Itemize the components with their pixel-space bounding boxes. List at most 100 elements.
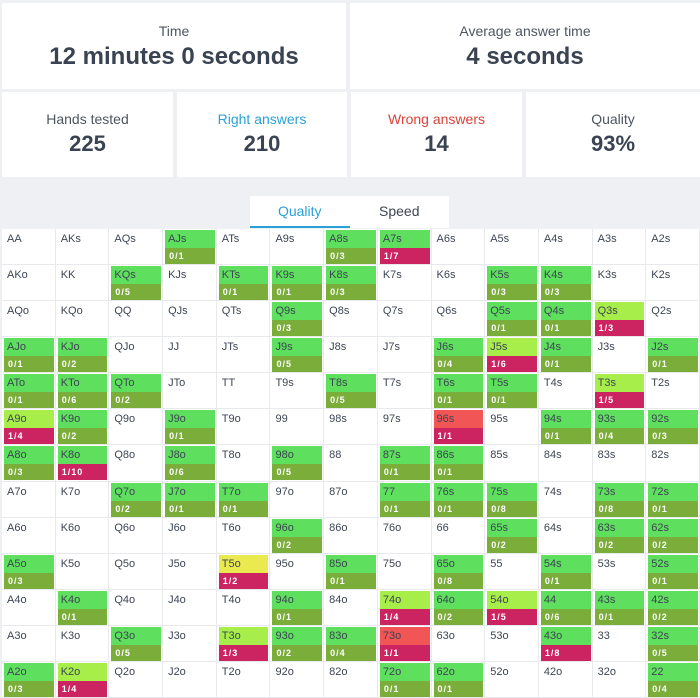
hand-cell[interactable]: K9s 0/1 <box>270 265 325 302</box>
hand-cell[interactable]: J9o 0/1 <box>163 409 217 446</box>
hand-cell[interactable]: 65o 0/8 <box>431 553 486 590</box>
hand-cell[interactable]: 53s <box>592 553 647 590</box>
hand-cell[interactable]: T4o <box>216 589 271 626</box>
hand-cell[interactable]: T8o <box>216 445 271 482</box>
hand-cell[interactable]: K7s <box>377 265 432 302</box>
hand-cell[interactable]: A6s <box>431 229 486 266</box>
hand-cell[interactable]: TT <box>216 373 271 410</box>
hand-cell[interactable]: 76o <box>377 517 432 554</box>
hand-cell[interactable]: 62o 0/1 <box>431 661 486 698</box>
hand-cell[interactable]: J7s <box>377 337 432 374</box>
hand-cell[interactable]: QTs <box>216 301 271 338</box>
hand-cell[interactable]: J4s 0/1 <box>538 337 593 374</box>
hand-cell[interactable]: KK <box>55 265 110 302</box>
hand-cell[interactable]: 74o 1/4 <box>377 589 432 626</box>
hand-cell[interactable]: T8s 0/5 <box>324 373 378 410</box>
hand-cell[interactable]: Q2s <box>646 301 700 338</box>
hand-cell[interactable]: KTs 0/1 <box>216 265 271 302</box>
hand-cell[interactable]: QQ <box>109 301 164 338</box>
hand-cell[interactable]: 42o <box>538 661 593 698</box>
tab-quality[interactable]: Quality <box>250 196 350 228</box>
hand-cell[interactable]: K3s <box>592 265 647 302</box>
hand-cell[interactable]: AKo <box>2 265 56 302</box>
hand-cell[interactable]: JJ <box>163 337 217 374</box>
hand-cell[interactable]: K2o 1/4 <box>55 661 110 698</box>
hand-cell[interactable]: 55 <box>485 553 539 590</box>
hand-cell[interactable]: Q3o 0/5 <box>109 625 164 662</box>
hand-cell[interactable]: 92o <box>270 661 325 698</box>
hand-cell[interactable]: 95o <box>270 553 325 590</box>
hand-cell[interactable]: 74s <box>538 481 593 518</box>
hand-cell[interactable]: 32s 0/5 <box>646 625 700 662</box>
hand-cell[interactable]: Q7s <box>377 301 432 338</box>
hand-cell[interactable]: Q7o 0/2 <box>109 481 164 518</box>
hand-cell[interactable]: ATo 0/1 <box>2 373 56 410</box>
hand-cell[interactable]: JTo <box>163 373 217 410</box>
hand-cell[interactable]: 65s 0/2 <box>485 517 539 554</box>
hand-cell[interactable]: AJs 0/1 <box>163 229 217 266</box>
hand-cell[interactable]: J8o 0/6 <box>163 445 217 482</box>
hand-cell[interactable]: A3o <box>2 625 56 662</box>
hand-cell[interactable]: A2s <box>646 229 700 266</box>
hand-cell[interactable]: 82o <box>324 661 378 698</box>
hand-cell[interactable]: Q4s 0/1 <box>538 301 593 338</box>
hand-cell[interactable]: AJo 0/1 <box>2 337 56 374</box>
hand-cell[interactable]: J4o <box>163 589 217 626</box>
hand-cell[interactable]: KTo 0/6 <box>55 373 110 410</box>
hand-cell[interactable]: 93s 0/4 <box>592 409 647 446</box>
hand-cell[interactable]: 42s 0/2 <box>646 589 700 626</box>
hand-cell[interactable]: A8o 0/3 <box>2 445 56 482</box>
hand-cell[interactable]: K5s 0/3 <box>485 265 539 302</box>
hand-cell[interactable]: A5s <box>485 229 539 266</box>
hand-cell[interactable]: 83s <box>592 445 647 482</box>
hand-cell[interactable]: 64s <box>538 517 593 554</box>
hand-cell[interactable]: 33 <box>592 625 647 662</box>
hand-cell[interactable]: K6o <box>55 517 110 554</box>
hand-cell[interactable]: Q8s <box>324 301 378 338</box>
hand-cell[interactable]: 88 <box>324 445 378 482</box>
tab-speed[interactable]: Speed <box>349 196 449 228</box>
hand-cell[interactable]: J5o <box>163 553 217 590</box>
hand-cell[interactable]: A4o <box>2 589 56 626</box>
hand-cell[interactable]: K7o <box>55 481 110 518</box>
hand-cell[interactable]: 84o <box>324 589 378 626</box>
hand-cell[interactable]: A9o 1/4 <box>2 409 56 446</box>
hand-cell[interactable]: 63s 0/2 <box>592 517 647 554</box>
hand-cell[interactable]: 82s <box>646 445 700 482</box>
hand-cell[interactable]: 43s 0/1 <box>592 589 647 626</box>
hand-cell[interactable]: T2s <box>646 373 700 410</box>
hand-cell[interactable]: T5o 1/2 <box>216 553 271 590</box>
hand-cell[interactable]: 96o 0/2 <box>270 517 325 554</box>
hand-cell[interactable]: K6s <box>431 265 486 302</box>
hand-cell[interactable]: 99 <box>270 409 325 446</box>
hand-cell[interactable]: J7o 0/1 <box>163 481 217 518</box>
hand-cell[interactable]: J2s 0/1 <box>646 337 700 374</box>
hand-cell[interactable]: 73o 1/1 <box>377 625 432 662</box>
hand-cell[interactable]: T6o <box>216 517 271 554</box>
hand-cell[interactable]: AQs <box>109 229 164 266</box>
hand-cell[interactable]: QJs <box>163 301 217 338</box>
hand-cell[interactable]: 75s 0/8 <box>485 481 539 518</box>
hand-cell[interactable]: AQo <box>2 301 56 338</box>
hand-cell[interactable]: A3s <box>592 229 647 266</box>
hand-cell[interactable]: KJo 0/2 <box>55 337 110 374</box>
hand-cell[interactable]: T7s <box>377 373 432 410</box>
hand-cell[interactable]: 85o 0/1 <box>324 553 378 590</box>
hand-cell[interactable]: J8s <box>324 337 378 374</box>
hand-cell[interactable]: 44 0/6 <box>538 589 593 626</box>
hand-cell[interactable]: JTs <box>216 337 271 374</box>
hand-cell[interactable]: Q6s <box>431 301 486 338</box>
hand-cell[interactable]: 96s 1/1 <box>431 409 486 446</box>
hand-cell[interactable]: K4o 0/1 <box>55 589 110 626</box>
hand-cell[interactable]: K8o 1/10 <box>55 445 110 482</box>
hand-cell[interactable]: Q5s 0/1 <box>485 301 539 338</box>
hand-cell[interactable]: 86s 0/1 <box>431 445 486 482</box>
hand-cell[interactable]: 43o 1/8 <box>538 625 593 662</box>
hand-cell[interactable]: 52o <box>485 661 539 698</box>
hand-cell[interactable]: T4s <box>538 373 593 410</box>
hand-cell[interactable]: 54o 1/5 <box>485 589 539 626</box>
hand-cell[interactable]: K2s <box>646 265 700 302</box>
hand-cell[interactable]: Q9s 0/3 <box>270 301 325 338</box>
hand-cell[interactable]: AA <box>2 229 56 266</box>
hand-cell[interactable]: 98s <box>324 409 378 446</box>
